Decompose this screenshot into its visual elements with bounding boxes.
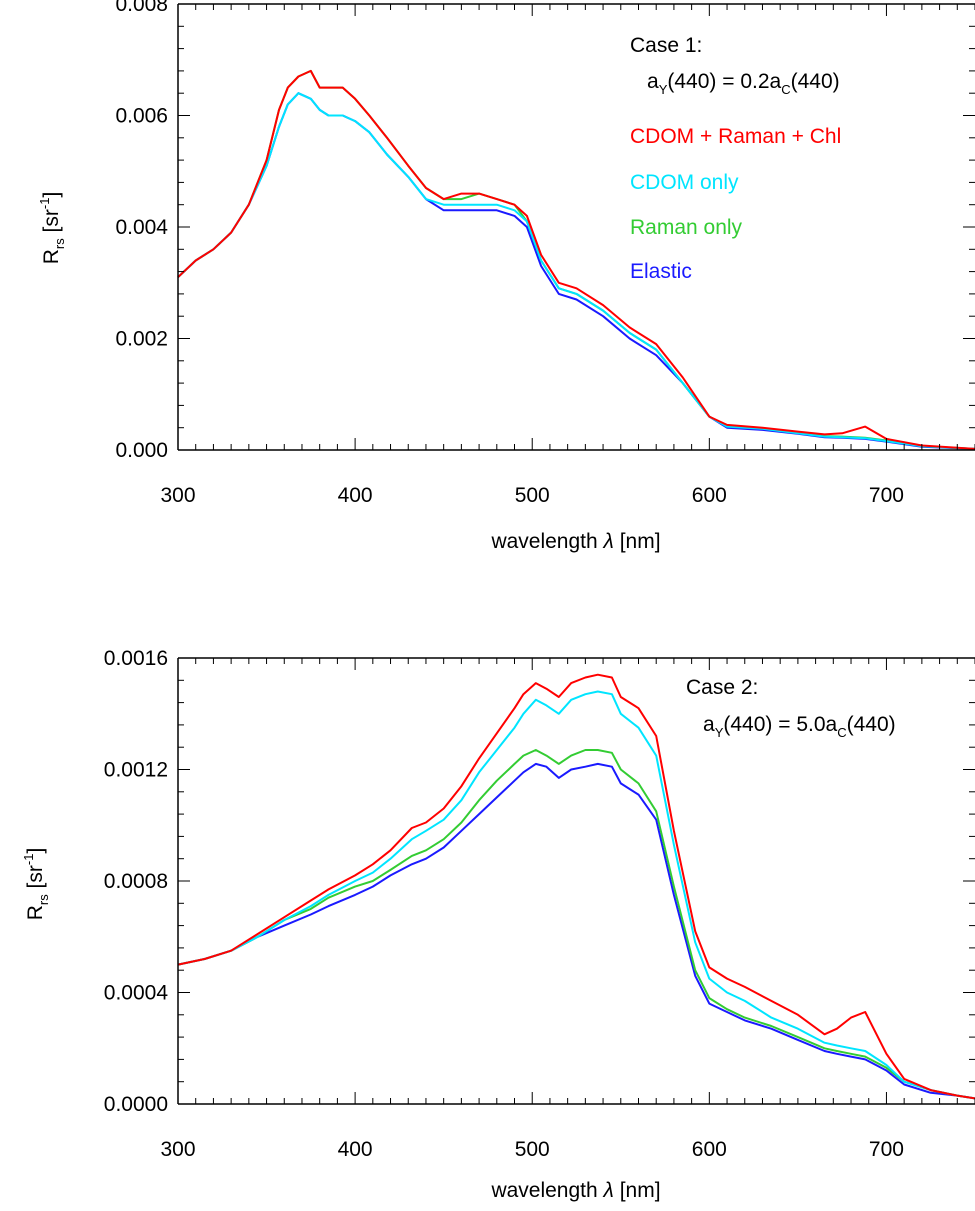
panel-1-x-axis-label: wavelength λ [nm] [490, 530, 660, 553]
panel-1-ytick-labels: 0.000 0.002 0.004 0.006 0.008 [115, 0, 168, 462]
panel-1-series-cdom-only [177, 92, 975, 450]
panel-2-series-cdom-raman-chl [177, 673, 975, 1100]
panel-2-ytick-label: 0.0012 [104, 759, 168, 782]
panel-2-case-formula: aY(440) = 5.0aC(440) [703, 713, 896, 740]
legend-elastic: Elastic [630, 260, 692, 283]
panel-2-xtick-label: 500 [515, 1138, 550, 1161]
panel-1-series-cdom-raman-chl [177, 69, 975, 450]
panel-2-series-raman-only [177, 749, 975, 1100]
panel-2-series-cdom-only [177, 690, 975, 1100]
panel-2-ytick-label: 0.0008 [104, 870, 168, 893]
legend-cdom-only: CDOM only [630, 171, 739, 194]
panel-2-ytick-label: 0.0004 [104, 982, 169, 1005]
panel-2-ytick-label: 0.0016 [104, 647, 168, 670]
legend-raman-only: Raman only [630, 216, 743, 239]
panel-2-case-title: Case 2: [686, 676, 758, 699]
panel-2-y-axis-label: Rrs [sr-1] [21, 848, 51, 921]
panel-2-xtick-labels: 300 400 500 600 700 [160, 1138, 903, 1161]
panel-2-x-axis-label: wavelength λ [nm] [490, 1179, 660, 1202]
panel-1-axes [177, 3, 975, 451]
panel-2-axes [177, 657, 975, 1105]
panel-1-ytick-label: 0.000 [115, 439, 168, 462]
panel-1-series [177, 69, 975, 450]
panel-2-series-elastic [177, 762, 975, 1100]
panel-2-ytick-label: 0.0000 [104, 1093, 168, 1116]
panel-2-xtick-label: 600 [692, 1138, 727, 1161]
panel-1-xtick-label: 500 [515, 484, 550, 507]
panel-2-ytick-labels: 0.0000 0.0004 0.0008 0.0012 0.0016 [104, 647, 169, 1116]
panel-1-xtick-labels: 300 400 500 600 700 [160, 484, 903, 507]
panel-1-series-raman-only [177, 69, 975, 450]
panel-1-y-axis-label: Rrs [sr-1] [37, 192, 67, 265]
panel-1: 0.000 0.002 0.004 0.006 0.008 300 400 500 600 70… [37, 0, 975, 553]
panel-1-series-elastic [177, 92, 975, 450]
panel-1-xtick-label: 400 [338, 484, 373, 507]
panel-2-xtick-label: 400 [338, 1138, 373, 1161]
panel-1-ytick-label: 0.004 [115, 216, 168, 239]
panel-2: 0.0000 0.0004 0.0008 0.0012 0.0016 300 400 500… [21, 647, 975, 1202]
panel-1-case-title: Case 1: [630, 34, 702, 57]
panel-1-xtick-label: 300 [160, 484, 195, 507]
panel-1-ytick-label: 0.008 [115, 0, 168, 16]
panel-1-ytick-label: 0.006 [115, 105, 168, 128]
legend-cdom-raman-chl: CDOM + Raman + Chl [630, 125, 841, 148]
panel-2-xtick-label: 300 [160, 1138, 195, 1161]
panel-2-xtick-label: 700 [869, 1138, 904, 1161]
panel-1-xtick-label: 600 [692, 484, 727, 507]
panel-1-case-formula: aY(440) = 0.2aC(440) [647, 70, 840, 97]
panel-1-xtick-label: 700 [869, 484, 904, 507]
panel-2-series [177, 673, 975, 1100]
panel-1-ytick-label: 0.002 [115, 328, 168, 351]
